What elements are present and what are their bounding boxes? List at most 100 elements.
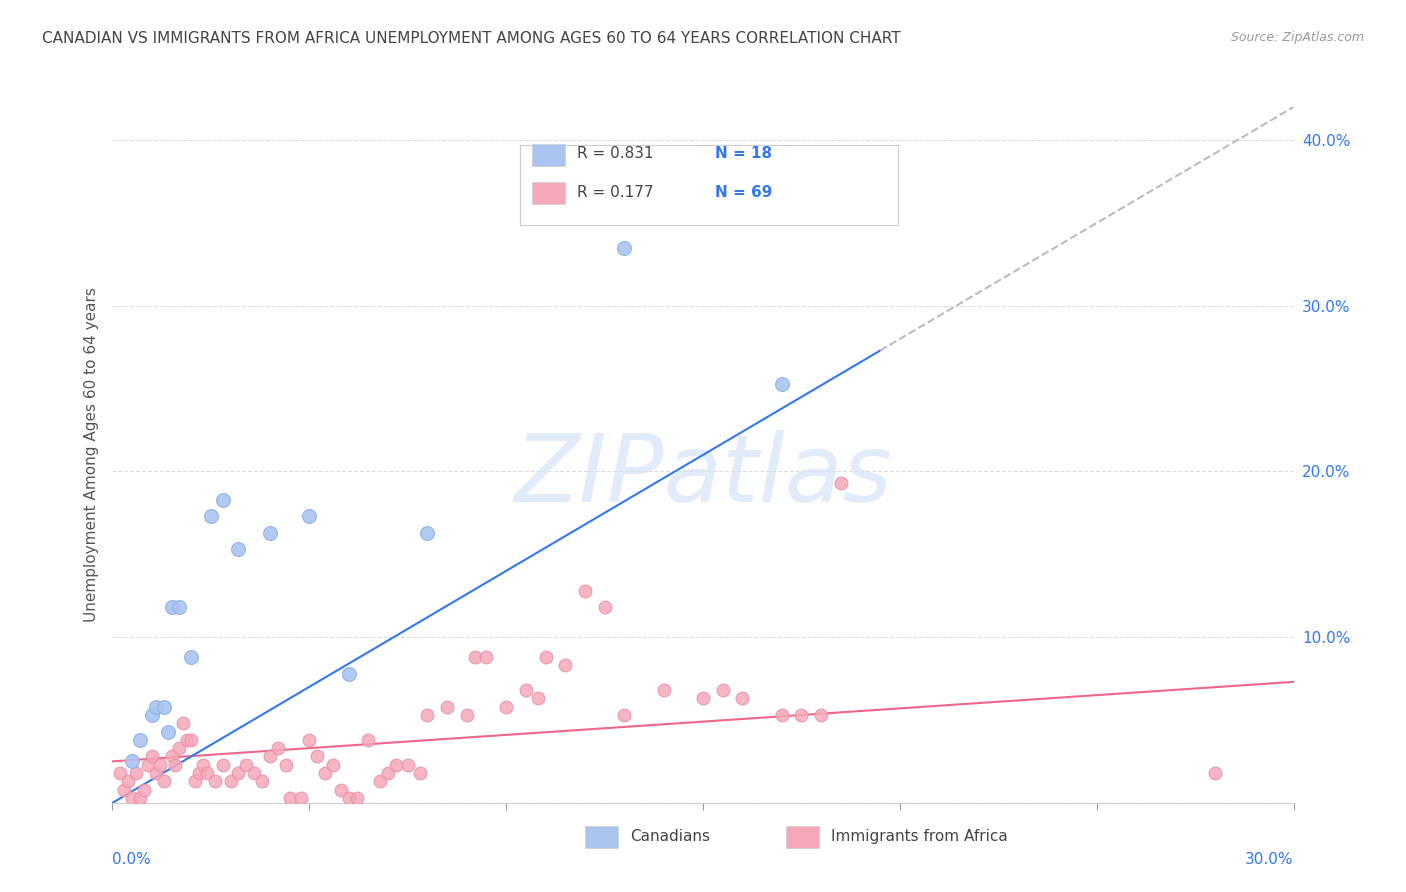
FancyBboxPatch shape [520, 145, 898, 226]
Text: N = 69: N = 69 [714, 186, 772, 200]
Point [117, 774, 139, 789]
Point [298, 509, 321, 524]
Bar [531, 144, 565, 166]
Point [526, 691, 548, 706]
Point [152, 699, 174, 714]
Text: R = 0.831: R = 0.831 [576, 146, 654, 161]
Point [385, 757, 408, 772]
Point [346, 790, 368, 805]
Point [195, 766, 218, 780]
Point [156, 724, 179, 739]
Point [145, 766, 167, 780]
Point [112, 782, 135, 797]
Point [160, 600, 183, 615]
Point [396, 757, 419, 772]
Point [314, 766, 336, 780]
Point [141, 708, 163, 723]
Point [770, 376, 793, 391]
Point [711, 683, 734, 698]
Point [204, 774, 226, 789]
Point [180, 732, 202, 747]
Point [267, 741, 290, 756]
Point [322, 757, 344, 772]
Text: 0.0%: 0.0% [112, 852, 152, 866]
Point [200, 509, 222, 524]
Point [149, 757, 172, 772]
Point [298, 732, 321, 747]
Point [307, 749, 329, 764]
Point [259, 749, 281, 764]
Point [554, 658, 576, 673]
Point [129, 732, 152, 747]
Point [259, 525, 281, 540]
Point [790, 708, 813, 723]
Point [290, 790, 312, 805]
Point [211, 757, 233, 772]
Point [219, 774, 242, 789]
Point [357, 732, 380, 747]
Point [770, 708, 793, 723]
Point [243, 766, 266, 780]
Text: Canadians: Canadians [630, 829, 710, 844]
Point [278, 790, 301, 805]
Point [129, 790, 152, 805]
Point [165, 757, 187, 772]
Point [830, 476, 852, 491]
Point [121, 755, 143, 769]
Point [160, 749, 183, 764]
Point [172, 716, 194, 731]
Point [235, 757, 257, 772]
Point [125, 766, 148, 780]
Point [652, 683, 675, 698]
Point [228, 766, 250, 780]
Text: CANADIAN VS IMMIGRANTS FROM AFRICA UNEMPLOYMENT AMONG AGES 60 TO 64 YEARS CORREL: CANADIAN VS IMMIGRANTS FROM AFRICA UNEMP… [42, 31, 901, 46]
Point [377, 766, 399, 780]
Point [613, 241, 636, 255]
Point [495, 699, 517, 714]
Point [456, 708, 478, 723]
Point [337, 666, 360, 681]
Point [274, 757, 297, 772]
Point [593, 600, 616, 615]
Point [188, 766, 211, 780]
Point [121, 790, 143, 805]
Point [211, 492, 233, 507]
Text: 30.0%: 30.0% [1246, 852, 1294, 866]
Point [436, 699, 458, 714]
Point [416, 525, 439, 540]
Text: Immigrants from Africa: Immigrants from Africa [831, 829, 1007, 844]
Point [152, 774, 174, 789]
Point [169, 741, 191, 756]
Point [228, 542, 250, 557]
Point [475, 650, 498, 665]
Point [416, 708, 439, 723]
Point [534, 650, 557, 665]
Point [731, 691, 754, 706]
Point [692, 691, 714, 706]
Bar [531, 182, 565, 204]
Point [176, 732, 198, 747]
Point [464, 650, 486, 665]
Point [329, 782, 352, 797]
Point [169, 600, 191, 615]
Text: N = 18: N = 18 [714, 146, 772, 161]
Text: R = 0.177: R = 0.177 [576, 186, 654, 200]
Point [613, 708, 636, 723]
Point [145, 699, 167, 714]
Point [184, 774, 207, 789]
Point [136, 757, 159, 772]
Point [574, 583, 596, 598]
Point [250, 774, 273, 789]
Text: Source: ZipAtlas.com: Source: ZipAtlas.com [1230, 31, 1364, 45]
Bar [786, 826, 818, 848]
Point [141, 749, 163, 764]
Point [408, 766, 430, 780]
Point [368, 774, 391, 789]
Y-axis label: Unemployment Among Ages 60 to 64 years: Unemployment Among Ages 60 to 64 years [83, 287, 98, 623]
Bar [585, 826, 619, 848]
Point [191, 757, 214, 772]
Point [1204, 766, 1226, 780]
Point [180, 650, 202, 665]
Point [337, 790, 360, 805]
Text: ZIPatlas: ZIPatlas [515, 430, 891, 521]
